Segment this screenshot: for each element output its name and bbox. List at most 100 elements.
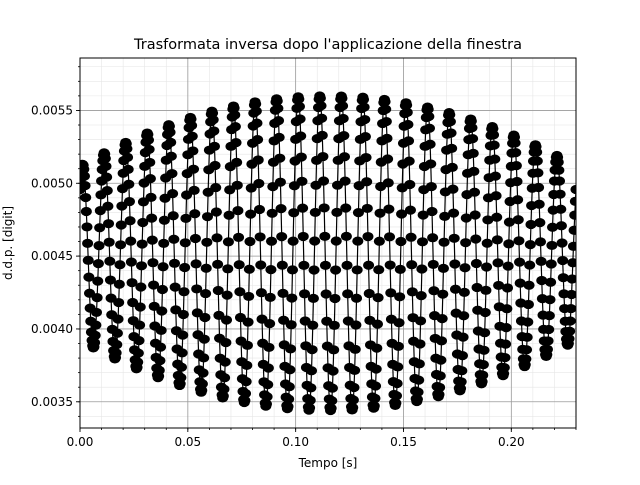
- data-point: [273, 116, 285, 126]
- data-point: [557, 273, 569, 283]
- data-point: [492, 258, 504, 268]
- data-point: [92, 259, 104, 269]
- data-point: [447, 184, 459, 194]
- data-point: [328, 320, 340, 330]
- data-point: [385, 288, 397, 298]
- data-point: [394, 264, 406, 274]
- data-point: [446, 162, 458, 172]
- data-point: [438, 237, 450, 247]
- data-point: [467, 148, 479, 158]
- data-point: [318, 176, 330, 186]
- data-point: [502, 261, 514, 271]
- data-point: [252, 155, 264, 165]
- data-point: [83, 272, 95, 282]
- data-point: [147, 258, 159, 268]
- data-point: [198, 353, 210, 363]
- data-point: [372, 293, 384, 303]
- data-point: [456, 366, 468, 376]
- data-point: [94, 223, 106, 233]
- data-point: [103, 237, 115, 247]
- y-tick-label: 0.0045: [31, 249, 73, 263]
- data-point: [359, 114, 371, 125]
- data-point: [514, 278, 526, 288]
- data-point: [101, 172, 113, 182]
- data-point: [189, 209, 201, 219]
- data-point: [164, 127, 176, 137]
- data-point: [503, 239, 515, 249]
- data-point: [402, 119, 414, 130]
- data-point: [155, 325, 167, 336]
- data-point: [455, 377, 467, 387]
- data-point: [104, 256, 116, 266]
- data-point: [145, 192, 157, 202]
- data-point: [275, 204, 287, 214]
- data-point: [555, 221, 567, 231]
- data-point: [175, 362, 187, 372]
- data-point: [137, 217, 149, 228]
- data-point: [564, 326, 576, 336]
- data-point: [123, 179, 135, 189]
- data-point: [219, 357, 231, 367]
- data-point: [509, 138, 521, 148]
- data-point: [272, 103, 284, 113]
- data-point: [111, 340, 123, 350]
- data-point: [510, 148, 522, 158]
- data-point: [458, 287, 470, 297]
- data-point: [283, 394, 295, 404]
- data-point: [338, 130, 350, 141]
- data-point: [241, 360, 253, 370]
- data-point: [556, 238, 568, 248]
- data-point: [189, 233, 201, 244]
- data-point: [82, 238, 94, 248]
- data-point: [449, 259, 461, 269]
- data-point: [110, 348, 122, 358]
- data-point: [406, 260, 418, 270]
- data-point: [384, 232, 396, 242]
- data-point: [522, 317, 534, 327]
- data-point: [403, 156, 415, 166]
- data-point: [488, 140, 500, 150]
- data-point: [314, 93, 326, 103]
- series-layer: [80, 91, 576, 416]
- data-point: [401, 100, 413, 110]
- data-point: [208, 126, 220, 136]
- data-point: [221, 315, 233, 325]
- data-point: [536, 275, 548, 286]
- data-point: [512, 215, 524, 225]
- data-point: [165, 151, 177, 161]
- data-point: [159, 193, 171, 203]
- data-point: [229, 121, 241, 132]
- data-point: [100, 161, 112, 171]
- x-ticks: 0.00 0.05 0.10 0.15 0.20: [67, 428, 577, 449]
- data-point: [121, 144, 133, 154]
- data-point: [271, 96, 283, 106]
- y-ticks: 0.0035 0.0040 0.0045 0.0050 0.0055: [31, 66, 80, 417]
- data-point: [274, 153, 286, 163]
- data-point: [370, 381, 382, 391]
- data-point: [391, 378, 403, 389]
- data-point: [167, 189, 179, 199]
- data-point: [489, 171, 501, 181]
- data-point: [80, 192, 92, 203]
- data-point: [191, 308, 203, 318]
- data-point: [460, 238, 472, 248]
- data-point: [92, 276, 104, 286]
- data-point: [457, 332, 469, 342]
- data-point: [543, 311, 555, 321]
- data-point: [316, 130, 328, 141]
- data-point: [166, 168, 178, 179]
- data-point: [499, 353, 511, 363]
- data-point: [555, 204, 567, 214]
- data-point: [217, 391, 229, 401]
- data-point: [491, 235, 503, 245]
- data-point: [177, 330, 189, 340]
- data-point: [143, 135, 154, 145]
- data-point: [456, 351, 468, 361]
- data-point: [157, 262, 169, 272]
- data-point: [158, 238, 170, 248]
- data-point: [299, 289, 311, 299]
- data-point: [448, 208, 460, 218]
- data-point: [373, 265, 385, 275]
- data-point: [155, 342, 167, 352]
